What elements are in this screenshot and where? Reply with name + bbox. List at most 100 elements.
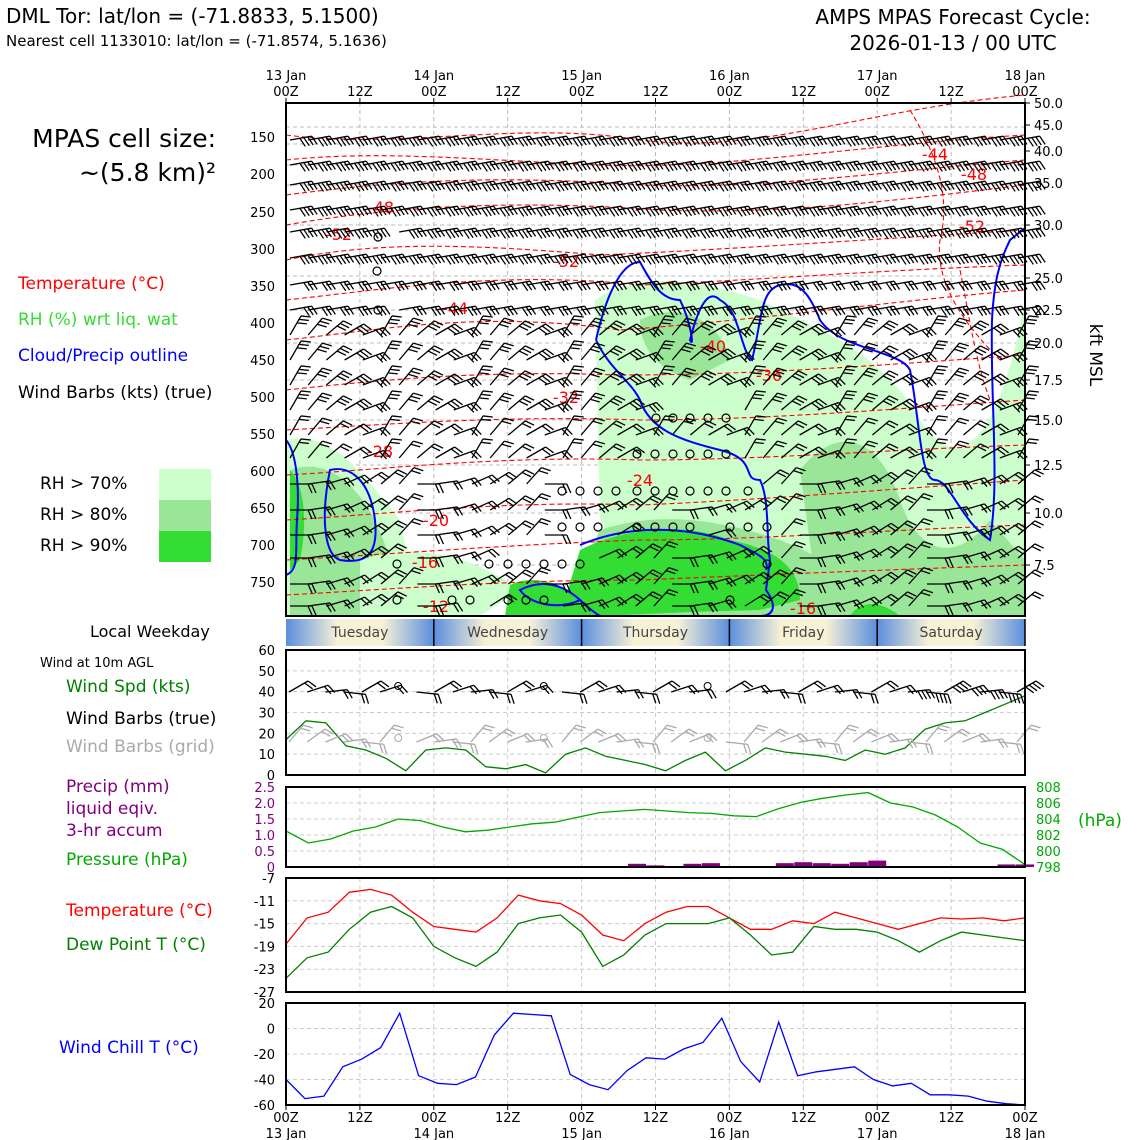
barb-flag — [426, 182, 434, 192]
wind-barb — [944, 392, 969, 411]
wind-barb — [344, 398, 372, 411]
surface-wind-barb-true — [325, 689, 353, 699]
barb-flag — [816, 181, 824, 191]
surface-wind-barb-true — [452, 684, 481, 695]
barb-flag — [452, 206, 460, 216]
barb-flag — [529, 135, 537, 145]
barb-flag — [543, 206, 551, 216]
barb-flag — [580, 281, 587, 291]
barb-flag — [994, 282, 1002, 292]
wind-barb — [708, 280, 737, 292]
barb-flag — [572, 162, 579, 172]
wind-barb — [726, 253, 755, 265]
wind-barb — [344, 180, 373, 192]
barb-flag — [1013, 207, 1020, 217]
barb-flag — [602, 135, 609, 145]
barb-flag — [572, 229, 579, 239]
barb-flag — [766, 253, 773, 263]
barb-flag — [1002, 280, 1010, 290]
wind-barb — [635, 305, 664, 317]
wind-barb — [1017, 305, 1046, 317]
cloud-outline — [595, 227, 1026, 542]
wind-barb — [781, 205, 810, 217]
calm-wind-circle — [762, 522, 772, 532]
bottom-time-tick: 00Z — [1012, 1111, 1038, 1126]
barb-flag — [438, 135, 446, 145]
barb-flag — [907, 281, 915, 291]
barb-flag — [634, 228, 642, 238]
calm-wind-circle — [685, 449, 695, 459]
barb-flag — [489, 254, 496, 264]
barb-flag — [412, 307, 420, 317]
wind-barb — [417, 483, 444, 494]
barb-flag — [925, 136, 933, 146]
barb-flag — [790, 229, 798, 239]
precip-panel-ytick: 0.5 — [254, 845, 275, 860]
barb-flag — [493, 253, 500, 263]
barb-flag — [820, 227, 828, 237]
wind-barb — [416, 345, 444, 361]
wind-barb — [562, 340, 584, 361]
wind-barb — [489, 392, 514, 411]
barb-flag — [857, 205, 864, 215]
barb-flag — [671, 181, 678, 191]
barb-flag — [408, 229, 416, 239]
wind-barb — [854, 135, 882, 147]
precip-panel-ytick: 1.0 — [254, 829, 275, 844]
barb-flag — [703, 255, 711, 265]
barb-flag — [762, 228, 769, 238]
precip-label-2: liquid eqiv. — [66, 799, 159, 819]
barb-flag — [849, 282, 856, 292]
barb-flag — [889, 181, 897, 191]
wind-barb — [744, 205, 773, 217]
barb-flag — [485, 207, 492, 217]
surface-wind-barb-grid — [725, 741, 752, 754]
barb-flag — [438, 227, 446, 237]
barb-flag — [816, 206, 824, 216]
wind-barb — [908, 227, 937, 239]
barb-flag — [820, 160, 828, 170]
wind-barb — [417, 160, 446, 172]
barb-flag — [365, 160, 373, 170]
barb-flag — [703, 207, 711, 217]
barb-flag — [547, 280, 555, 290]
barb-flag — [984, 227, 992, 237]
barb-flag — [747, 205, 755, 215]
wind-barb — [453, 205, 482, 217]
barb-flag — [470, 306, 478, 316]
top-time-tick: 00Z — [273, 85, 299, 100]
barb-flag — [671, 281, 678, 291]
barb-flag — [980, 281, 988, 291]
barb-flag — [1027, 162, 1034, 172]
barb-flag — [725, 181, 733, 191]
wind-barbs-grid-label: Wind Barbs (grid) — [66, 737, 215, 757]
wind-barb — [471, 525, 500, 536]
calm-wind-circle — [668, 522, 678, 532]
wind-barb — [289, 253, 318, 265]
barb-flag — [353, 137, 361, 147]
barb-flag — [463, 207, 470, 217]
wind-barb — [417, 135, 446, 147]
barb-flag — [740, 229, 747, 239]
barb-flag — [1039, 160, 1046, 170]
barb-flag — [911, 280, 919, 290]
barb-flag — [503, 207, 511, 217]
barb-flag — [812, 182, 820, 192]
wind-barb — [398, 467, 424, 485]
wind-barb — [544, 509, 572, 520]
barb-flag — [1016, 136, 1024, 146]
barb-flag — [335, 229, 343, 239]
barb-flag — [867, 162, 875, 172]
barb-flag — [335, 255, 343, 265]
barb-flag — [372, 255, 379, 265]
wind-barb — [581, 135, 609, 147]
barb-flag — [954, 207, 962, 217]
barb-flag — [584, 253, 591, 263]
barb-flag — [598, 228, 605, 238]
barb-flag — [893, 227, 901, 237]
barb-flag — [379, 743, 384, 754]
barb-flag — [565, 205, 573, 215]
barb-flag — [685, 182, 693, 192]
wind-barb — [417, 205, 446, 217]
wind-barb — [307, 392, 332, 411]
